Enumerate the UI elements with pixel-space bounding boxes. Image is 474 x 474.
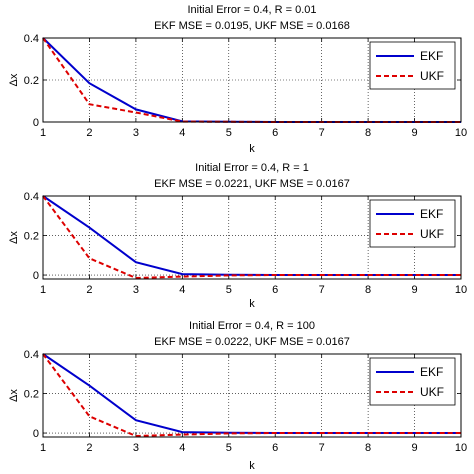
x-tick-label: 2 bbox=[86, 442, 92, 454]
x-tick-label: 1 bbox=[40, 442, 46, 454]
legend-label-ekf: EKF bbox=[420, 207, 443, 221]
x-tick-label: 10 bbox=[455, 442, 467, 454]
legend-label-ekf: EKF bbox=[420, 49, 443, 63]
y-tick-label: 0.4 bbox=[24, 191, 39, 203]
x-tick-label: 8 bbox=[365, 442, 371, 454]
chart-subtitle: EKF MSE = 0.0195, UKF MSE = 0.0168 bbox=[154, 20, 350, 32]
x-tick-label: 6 bbox=[272, 127, 278, 139]
x-tick-label: 8 bbox=[365, 127, 371, 139]
y-tick-label: 0 bbox=[33, 270, 39, 282]
chart-panel-1: Initial Error = 0.4, R = 0.01 EKF MSE = 0… bbox=[8, 4, 467, 155]
x-tick-label: 1 bbox=[40, 284, 46, 296]
x-tick-label: 5 bbox=[226, 127, 232, 139]
y-tick-label: 0.2 bbox=[24, 231, 39, 243]
x-tick-label: 4 bbox=[179, 284, 185, 296]
x-tick-label: 4 bbox=[179, 127, 185, 139]
chart-title: Initial Error = 0.4, R = 0.01 bbox=[187, 4, 316, 16]
legend-box bbox=[369, 199, 456, 248]
x-tick-label: 7 bbox=[319, 127, 325, 139]
y-tick-label: 0.4 bbox=[24, 33, 39, 45]
legend: EKF UKF bbox=[369, 199, 456, 248]
x-tick-label: 6 bbox=[272, 284, 278, 296]
y-tick-label: 0 bbox=[33, 117, 39, 129]
x-tick-label: 6 bbox=[272, 442, 278, 454]
chart-title: Initial Error = 0.4, R = 100 bbox=[189, 320, 315, 332]
legend: EKF UKF bbox=[369, 41, 456, 90]
x-tick-label: 5 bbox=[226, 442, 232, 454]
x-tick-label: 7 bbox=[319, 284, 325, 296]
x-axis-label: k bbox=[249, 460, 255, 472]
series-line-ukf bbox=[42, 195, 461, 280]
x-axis-label: k bbox=[249, 298, 255, 310]
x-tick-label: 1 bbox=[40, 127, 46, 139]
y-axis-label: Δx bbox=[8, 389, 20, 402]
x-tick-label: 4 bbox=[179, 442, 185, 454]
x-tick-label: 9 bbox=[411, 127, 417, 139]
x-tick-label: 8 bbox=[365, 284, 371, 296]
y-tick-label: 0.2 bbox=[24, 389, 39, 401]
chart-title: Initial Error = 0.4, R = 1 bbox=[195, 162, 309, 174]
legend-label-ukf: UKF bbox=[420, 69, 444, 83]
x-tick-label: 3 bbox=[133, 442, 139, 454]
y-axis-label: Δx bbox=[8, 73, 20, 86]
chart-panel-3: Initial Error = 0.4, R = 100 EKF MSE = 0.… bbox=[8, 320, 467, 472]
x-axis-label: k bbox=[249, 143, 255, 155]
chart-panel-2: Initial Error = 0.4, R = 1 EKF MSE = 0.02… bbox=[8, 162, 467, 310]
x-tick-label: 5 bbox=[226, 284, 232, 296]
x-tick-label: 2 bbox=[86, 127, 92, 139]
chart-subtitle: EKF MSE = 0.0221, UKF MSE = 0.0167 bbox=[154, 178, 350, 190]
x-tick-label: 3 bbox=[133, 127, 139, 139]
x-tick-label: 10 bbox=[455, 284, 467, 296]
y-tick-label: 0 bbox=[33, 428, 39, 440]
x-tick-label: 2 bbox=[86, 284, 92, 296]
legend-box bbox=[369, 357, 456, 406]
x-tick-label: 10 bbox=[455, 127, 467, 139]
chart-subtitle: EKF MSE = 0.0222, UKF MSE = 0.0167 bbox=[154, 336, 350, 348]
legend-box bbox=[369, 41, 456, 90]
x-tick-label: 7 bbox=[319, 442, 325, 454]
axes-frame bbox=[42, 195, 462, 280]
axes-frame bbox=[42, 353, 462, 438]
x-tick-label: 9 bbox=[411, 284, 417, 296]
legend-label-ukf: UKF bbox=[420, 385, 444, 399]
axes-frame bbox=[42, 37, 462, 123]
y-tick-label: 0.2 bbox=[24, 75, 39, 87]
legend: EKF UKF bbox=[369, 357, 456, 406]
series-line-ukf bbox=[42, 353, 461, 438]
legend-label-ukf: UKF bbox=[420, 227, 444, 241]
legend-label-ekf: EKF bbox=[420, 365, 443, 379]
x-tick-label: 3 bbox=[133, 284, 139, 296]
x-tick-label: 9 bbox=[411, 442, 417, 454]
y-tick-label: 0.4 bbox=[24, 349, 39, 361]
y-axis-label: Δx bbox=[8, 231, 20, 244]
